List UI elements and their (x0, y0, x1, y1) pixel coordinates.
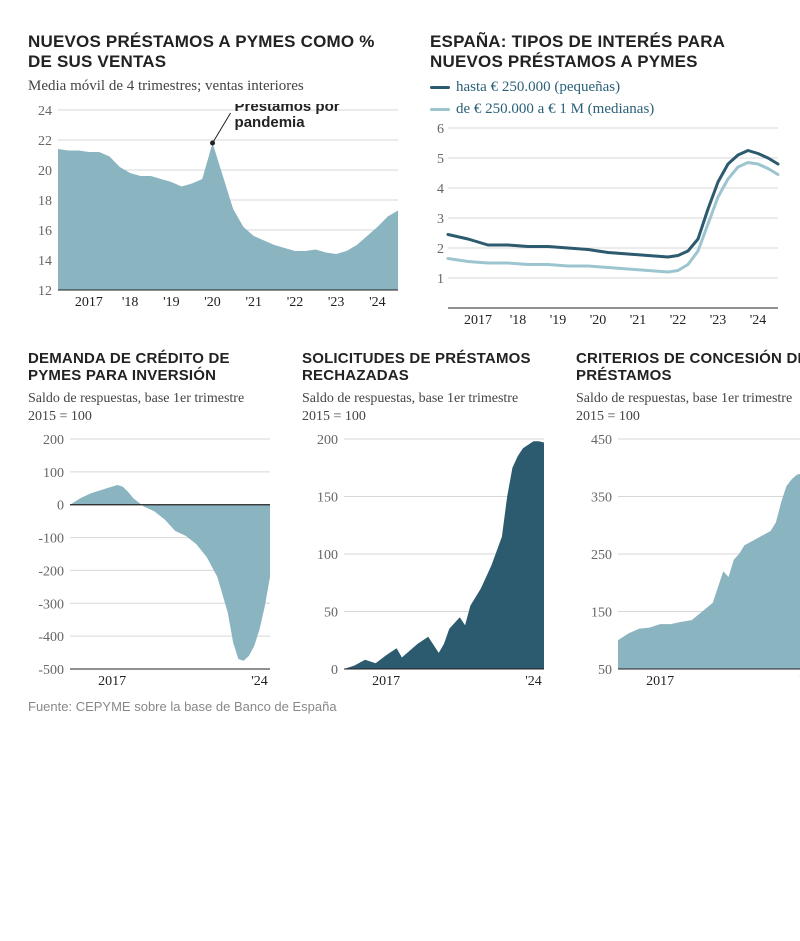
legend: hasta € 250.000 (pequeñas) de € 250.000 … (430, 77, 782, 120)
svg-text:50: 50 (598, 663, 612, 678)
svg-text:'22: '22 (670, 313, 687, 328)
svg-text:'21: '21 (245, 295, 262, 310)
svg-text:-100: -100 (38, 532, 64, 547)
svg-text:4: 4 (437, 182, 444, 197)
svg-text:150: 150 (317, 491, 338, 506)
legend-label: hasta € 250.000 (pequeñas) (456, 77, 620, 97)
area-chart: -500 -400 -300 -200 -100 0 100 200 2017 '24 (28, 433, 274, 689)
panel-interest-rates: ESPAÑA: TIPOS DE INTERÉS PARA NUEVOS PRÉ… (430, 32, 782, 328)
chart-subtitle: Saldo de respuestas, base 1er trimestre … (28, 390, 274, 425)
svg-text:18: 18 (38, 194, 52, 209)
legend-swatch (430, 108, 450, 111)
panel-rejected: SOLICITUDES DE PRÉSTAMOS RECHAZADAS Sald… (302, 350, 548, 690)
svg-text:14: 14 (38, 254, 52, 269)
svg-text:'20: '20 (590, 313, 607, 328)
svg-text:'23: '23 (328, 295, 345, 310)
svg-text:5: 5 (437, 152, 444, 167)
area-chart: 501502503504502017'24 (576, 433, 800, 689)
svg-text:100: 100 (317, 548, 338, 563)
svg-text:-400: -400 (38, 630, 64, 645)
legend-label: de € 250.000 a € 1 M (medianas) (456, 99, 654, 119)
chart-subtitle: Saldo de respuestas, base 1er trimestre … (576, 390, 800, 425)
panel-sme-loans-share: NUEVOS PRÉSTAMOS A PYMES COMO % DE SUS V… (28, 32, 402, 328)
svg-text:'18: '18 (122, 295, 139, 310)
svg-text:12: 12 (38, 284, 52, 299)
svg-text:'19: '19 (163, 295, 180, 310)
svg-text:24: 24 (38, 104, 52, 119)
svg-text:'24: '24 (750, 313, 767, 328)
svg-text:2017: 2017 (98, 674, 126, 689)
svg-text:-300: -300 (38, 597, 64, 612)
area-chart: 0 50 100 150 200 2017 '24 (302, 433, 548, 689)
svg-text:22: 22 (38, 134, 52, 149)
top-row: NUEVOS PRÉSTAMOS A PYMES COMO % DE SUS V… (28, 32, 772, 328)
svg-text:'19: '19 (550, 313, 567, 328)
svg-text:2017: 2017 (646, 674, 674, 689)
svg-text:'23: '23 (710, 313, 727, 328)
svg-text:100: 100 (43, 466, 64, 481)
svg-text:'22: '22 (287, 295, 304, 310)
svg-text:'24: '24 (369, 295, 386, 310)
svg-text:0: 0 (57, 499, 64, 514)
legend-item-medium: de € 250.000 a € 1 M (medianas) (430, 99, 782, 119)
legend-swatch (430, 86, 450, 89)
svg-text:'24: '24 (525, 674, 542, 689)
svg-text:150: 150 (591, 606, 612, 621)
svg-text:350: 350 (591, 491, 612, 506)
svg-text:2017: 2017 (464, 313, 492, 328)
chart-title: NUEVOS PRÉSTAMOS A PYMES COMO % DE SUS V… (28, 32, 402, 71)
svg-text:2017: 2017 (372, 674, 400, 689)
svg-text:250: 250 (591, 548, 612, 563)
chart-title: ESPAÑA: TIPOS DE INTERÉS PARA NUEVOS PRÉ… (430, 32, 782, 71)
svg-text:2: 2 (437, 242, 444, 257)
svg-text:1: 1 (437, 272, 444, 287)
chart-subtitle: Media móvil de 4 trimestres; ventas inte… (28, 77, 402, 96)
chart-subtitle: Saldo de respuestas, base 1er trimestre … (302, 390, 548, 425)
svg-text:50: 50 (324, 606, 338, 621)
source-text: Fuente: CEPYME sobre la base de Banco de… (28, 699, 772, 714)
svg-text:3: 3 (437, 212, 444, 227)
chart-title: CRITERIOS DE CONCESIÓN DE PRÉSTAMOS (576, 350, 800, 385)
bottom-row: DEMANDA DE CRÉDITO DE PYMES PARA INVERSI… (28, 350, 772, 690)
svg-text:200: 200 (43, 433, 64, 448)
svg-text:200: 200 (317, 433, 338, 448)
svg-text:pandemia: pandemia (235, 114, 306, 131)
panel-criteria: CRITERIOS DE CONCESIÓN DE PRÉSTAMOS Sald… (576, 350, 800, 690)
svg-text:16: 16 (38, 224, 52, 239)
svg-text:20: 20 (38, 164, 52, 179)
svg-text:'21: '21 (630, 313, 647, 328)
svg-text:-500: -500 (38, 663, 64, 678)
svg-text:'18: '18 (510, 313, 527, 328)
svg-text:-200: -200 (38, 565, 64, 580)
panel-credit-demand: DEMANDA DE CRÉDITO DE PYMES PARA INVERSI… (28, 350, 274, 690)
chart-title: DEMANDA DE CRÉDITO DE PYMES PARA INVERSI… (28, 350, 274, 385)
svg-text:'24: '24 (251, 674, 268, 689)
svg-text:6: 6 (437, 122, 444, 137)
chart-title: SOLICITUDES DE PRÉSTAMOS RECHAZADAS (302, 350, 548, 385)
svg-text:450: 450 (591, 433, 612, 448)
infographic: NUEVOS PRÉSTAMOS A PYMES COMO % DE SUS V… (0, 0, 800, 747)
legend-item-small: hasta € 250.000 (pequeñas) (430, 77, 782, 97)
svg-text:2017: 2017 (75, 295, 103, 310)
svg-text:'20: '20 (204, 295, 221, 310)
svg-text:0: 0 (331, 663, 338, 678)
area-chart: 121416182022242017'18'19'20'21'22'23'24P… (28, 104, 402, 310)
line-chart: 1 2 3 4 5 6 2017 '18 '19 '20 '21 '22 '23 '24 (430, 122, 782, 328)
